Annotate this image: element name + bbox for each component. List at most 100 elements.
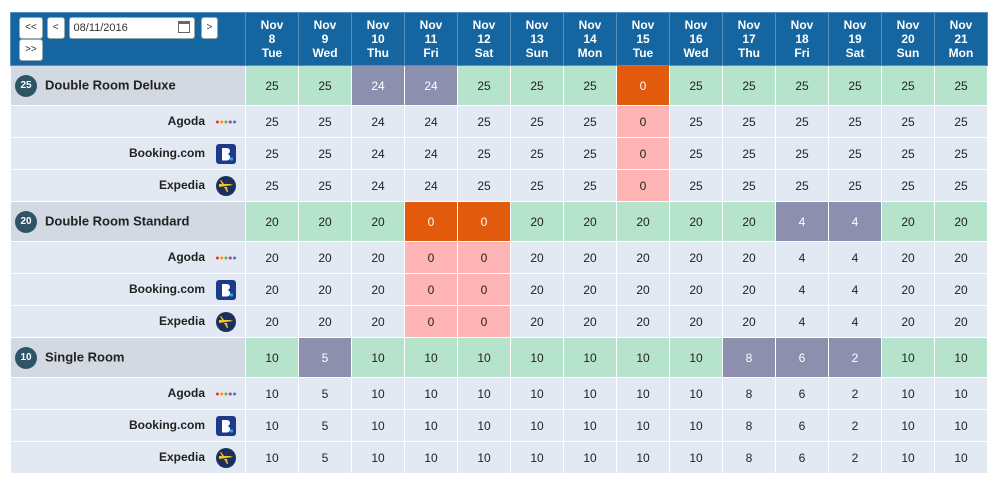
booking-icon <box>216 415 236 436</box>
channel-availability: 4 <box>775 241 829 274</box>
channel-availability: 20 <box>298 305 352 338</box>
nav-button[interactable]: > <box>200 17 219 39</box>
channel-availability: 8 <box>722 441 776 474</box>
room-availability: 10 <box>404 337 458 378</box>
channel-availability: 20 <box>510 305 564 338</box>
date-day: 10 <box>371 32 385 46</box>
channel-availability: 25 <box>881 137 935 170</box>
date-month: Nov <box>684 18 708 32</box>
date-day: 14 <box>583 32 597 46</box>
expedia-icon <box>216 447 236 468</box>
channel-availability: 10 <box>245 409 299 442</box>
date-input[interactable]: 08/11/2016 <box>68 17 195 39</box>
date-weekday: Fri <box>423 46 439 60</box>
agoda-icon <box>215 119 237 124</box>
channel-availability: 6 <box>775 377 829 410</box>
date-month: Nov <box>949 18 973 32</box>
channel-availability: 10 <box>404 409 458 442</box>
channel-availability: 20 <box>298 273 352 306</box>
channel-availability: 10 <box>563 409 617 442</box>
channel-availability: 20 <box>934 273 988 306</box>
channel-availability: 25 <box>722 137 776 170</box>
channel-availability: 2 <box>828 441 882 474</box>
channel-availability: 25 <box>669 137 723 170</box>
channel-row: Expedia 25 25 24 24 25 25 25 0 25 25 25 25 25 25 <box>10 169 988 202</box>
header-row: << <08/11/2016 >>> Nov 8 Tue Nov 9 Wed Nov 10 Thu No… <box>10 12 988 66</box>
channel-availability: 0 <box>404 241 458 274</box>
room-availability: 10 <box>351 337 405 378</box>
room-availability: 25 <box>881 65 935 106</box>
channel-availability: 6 <box>775 409 829 442</box>
channel-availability: 24 <box>351 169 405 202</box>
channel-availability: 25 <box>457 137 511 170</box>
date-weekday: Sun <box>525 46 549 60</box>
room-availability: 20 <box>351 201 405 242</box>
channel-availability: 0 <box>616 105 670 138</box>
channel-row: Expedia 10 5 10 10 10 10 10 10 10 8 6 2 10 10 <box>10 441 988 474</box>
date-day: 19 <box>848 32 862 46</box>
channel-availability: 10 <box>934 441 988 474</box>
channel-availability: 0 <box>616 169 670 202</box>
channel-availability: 20 <box>351 273 405 306</box>
room-availability: 6 <box>775 337 829 378</box>
channel-availability: 10 <box>510 409 564 442</box>
room-badge: 20 <box>15 210 37 233</box>
channel-availability: 20 <box>245 305 299 338</box>
channel-name: Expedia <box>158 177 205 192</box>
channel-name: Expedia <box>158 313 205 328</box>
room-availability: 20 <box>934 201 988 242</box>
room-availability: 8 <box>722 337 776 378</box>
channel-availability: 25 <box>881 169 935 202</box>
channel-availability: 10 <box>616 409 670 442</box>
channel-availability: 20 <box>669 305 723 338</box>
channel-availability: 25 <box>828 137 882 170</box>
channel-availability: 0 <box>404 273 458 306</box>
room-availability: 2 <box>828 337 882 378</box>
nav-button[interactable]: << <box>19 17 43 39</box>
channel-row: Booking.com 10 5 10 10 10 10 10 10 10 8 6 2 10 10 <box>10 409 988 442</box>
room-availability: 10 <box>934 337 988 378</box>
channel-availability: 10 <box>669 409 723 442</box>
agoda-icon <box>215 255 237 260</box>
room-availability: 4 <box>828 201 882 242</box>
room-availability: 0 <box>616 65 670 106</box>
channel-availability: 20 <box>245 241 299 274</box>
room-badge: 25 <box>15 74 37 97</box>
channel-availability: 10 <box>404 441 458 474</box>
channel-availability: 10 <box>881 409 935 442</box>
date-day: 17 <box>742 32 756 46</box>
room-row: 10 Single Room 10 5 10 10 10 10 10 10 10 8 6 2 10 10 <box>10 337 988 378</box>
date-day: 9 <box>321 32 329 46</box>
nav-button[interactable]: < <box>46 17 65 39</box>
channel-availability: 4 <box>828 273 882 306</box>
calendar-icon <box>177 21 190 33</box>
channel-availability: 10 <box>616 377 670 410</box>
date-month: Nov <box>737 18 761 32</box>
channel-availability: 25 <box>775 169 829 202</box>
channel-availability: 6 <box>775 441 829 474</box>
channel-availability: 25 <box>669 105 723 138</box>
channel-label: Booking.com <box>10 409 246 442</box>
date-text: 08/11/2016 <box>73 22 128 34</box>
channel-availability: 25 <box>828 169 882 202</box>
date-weekday: Fri <box>794 46 810 60</box>
channel-availability: 4 <box>828 241 882 274</box>
channel-availability: 25 <box>934 169 988 202</box>
nav-button[interactable]: >> <box>19 39 43 61</box>
booking-icon <box>216 279 236 300</box>
channel-availability: 25 <box>722 169 776 202</box>
channel-availability: 20 <box>298 241 352 274</box>
channel-availability: 10 <box>669 441 723 474</box>
channel-name: Booking.com <box>128 417 205 432</box>
channel-availability: 10 <box>245 441 299 474</box>
channel-availability: 20 <box>351 241 405 274</box>
channel-availability: 25 <box>934 105 988 138</box>
room-label: 10 Single Room <box>10 337 246 378</box>
channel-availability: 20 <box>669 241 723 274</box>
channel-availability: 20 <box>934 305 988 338</box>
channel-availability: 20 <box>563 241 617 274</box>
date-header: Nov 21 Mon <box>934 12 988 66</box>
date-header: Nov 9 Wed <box>298 12 352 66</box>
channel-availability: 10 <box>351 377 405 410</box>
